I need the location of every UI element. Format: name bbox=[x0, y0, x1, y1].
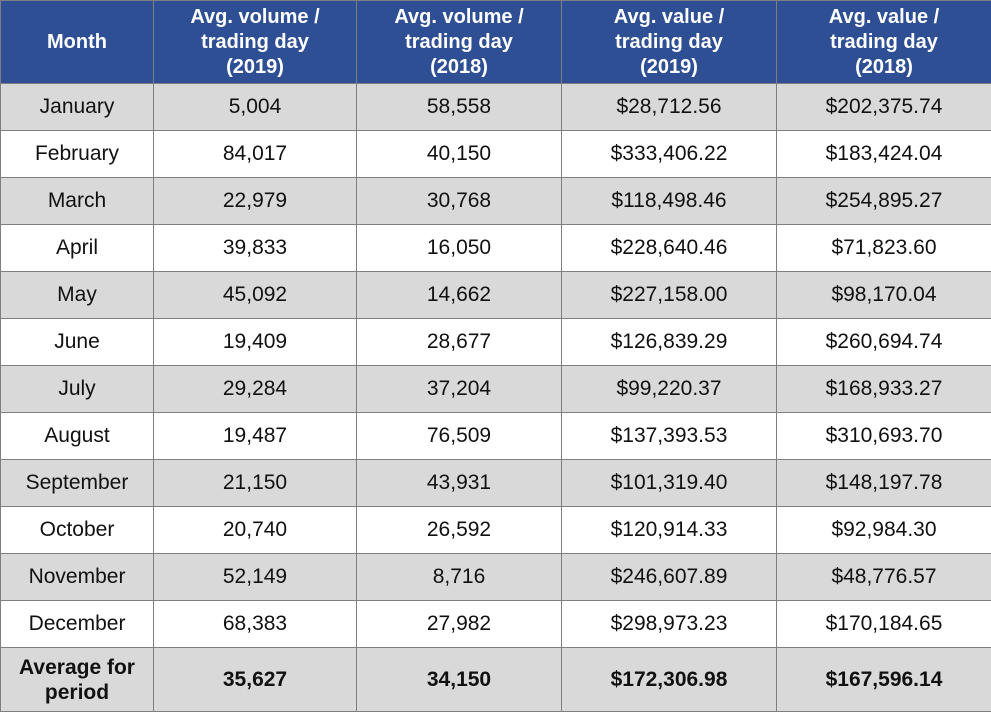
header-cell: Avg. volume / trading day (2019) bbox=[153, 0, 357, 84]
value-cell: 27,982 bbox=[356, 600, 562, 648]
table-row: October 20,740 26,592 $120,914.33 $92,984.30 bbox=[0, 506, 991, 554]
value-cell: 26,592 bbox=[356, 506, 562, 554]
value-cell: $183,424.04 bbox=[776, 130, 991, 178]
value-cell: 21,150 bbox=[153, 459, 357, 507]
header-cell: Avg. value / trading day (2019) bbox=[561, 0, 777, 84]
footer-text: Average for period bbox=[19, 655, 135, 704]
header-text: Avg. volume / trading day (2018) bbox=[394, 5, 524, 78]
value-cell: $92,984.30 bbox=[776, 506, 991, 554]
table-header: Month Avg. volume / trading day (2019) Avg… bbox=[0, 0, 991, 84]
month-cell: October bbox=[0, 506, 154, 554]
value-cell: 43,931 bbox=[356, 459, 562, 507]
value-cell: $168,933.27 bbox=[776, 365, 991, 413]
table-row: May 45,092 14,662 $227,158.00 $98,170.04 bbox=[0, 271, 991, 319]
header-cell: Month bbox=[0, 0, 154, 84]
value-cell: $202,375.74 bbox=[776, 83, 991, 131]
month-cell: April bbox=[0, 224, 154, 272]
value-cell: 45,092 bbox=[153, 271, 357, 319]
header-row: Month Avg. volume / trading day (2019) Avg… bbox=[0, 0, 991, 84]
header-cell: Avg. volume / trading day (2018) bbox=[356, 0, 562, 84]
value-cell: 58,558 bbox=[356, 83, 562, 131]
value-cell: $254,895.27 bbox=[776, 177, 991, 225]
value-cell: $98,170.04 bbox=[776, 271, 991, 319]
value-cell: $148,197.78 bbox=[776, 459, 991, 507]
footer-cell: $172,306.98 bbox=[561, 647, 777, 712]
table-footer: Average for period 35,627 34,150 $172,306.9… bbox=[0, 647, 991, 712]
value-cell: 29,284 bbox=[153, 365, 357, 413]
footer-text: 34,150 bbox=[426, 668, 492, 691]
table-row: November 52,149 8,716 $246,607.89 $48,776.57 bbox=[0, 553, 991, 601]
month-cell: December bbox=[0, 600, 154, 648]
value-cell: $118,498.46 bbox=[561, 177, 777, 225]
table-row: September 21,150 43,931 $101,319.40 $148,197… bbox=[0, 459, 991, 507]
value-cell: 19,409 bbox=[153, 318, 357, 366]
table-body: January 5,004 58,558 $28,712.56 $202,375.74 F… bbox=[0, 83, 991, 648]
value-cell: $170,184.65 bbox=[776, 600, 991, 648]
month-cell: July bbox=[0, 365, 154, 413]
value-cell: 84,017 bbox=[153, 130, 357, 178]
header-text: Month bbox=[47, 30, 107, 53]
month-cell: June bbox=[0, 318, 154, 366]
value-cell: $137,393.53 bbox=[561, 412, 777, 460]
value-cell: $48,776.57 bbox=[776, 553, 991, 601]
value-cell: $120,914.33 bbox=[561, 506, 777, 554]
table-row: June 19,409 28,677 $126,839.29 $260,694.74 bbox=[0, 318, 991, 366]
value-cell: $101,319.40 bbox=[561, 459, 777, 507]
value-cell: $99,220.37 bbox=[561, 365, 777, 413]
footer-row: Average for period 35,627 34,150 $172,306.9… bbox=[0, 647, 991, 712]
value-cell: $71,823.60 bbox=[776, 224, 991, 272]
value-cell: 39,833 bbox=[153, 224, 357, 272]
value-cell: 16,050 bbox=[356, 224, 562, 272]
value-cell: 8,716 bbox=[356, 553, 562, 601]
table-row: December 68,383 27,982 $298,973.23 $170,184.… bbox=[0, 600, 991, 648]
footer-cell: Average for period bbox=[0, 647, 154, 712]
footer-text: $167,596.14 bbox=[825, 668, 943, 691]
table-row: February 84,017 40,150 $333,406.22 $183,424.… bbox=[0, 130, 991, 178]
value-cell: 52,149 bbox=[153, 553, 357, 601]
table-row: April 39,833 16,050 $228,640.46 $71,823.60 bbox=[0, 224, 991, 272]
value-cell: $246,607.89 bbox=[561, 553, 777, 601]
table-row: July 29,284 37,204 $99,220.37 $168,933.27 bbox=[0, 365, 991, 413]
month-cell: September bbox=[0, 459, 154, 507]
table-row: January 5,004 58,558 $28,712.56 $202,375.74 bbox=[0, 83, 991, 131]
value-cell: 76,509 bbox=[356, 412, 562, 460]
month-cell: February bbox=[0, 130, 154, 178]
value-cell: $310,693.70 bbox=[776, 412, 991, 460]
table-row: March 22,979 30,768 $118,498.46 $254,895.27 bbox=[0, 177, 991, 225]
footer-text: $172,306.98 bbox=[610, 668, 728, 691]
footer-cell: $167,596.14 bbox=[776, 647, 991, 712]
value-cell: 30,768 bbox=[356, 177, 562, 225]
value-cell: 28,677 bbox=[356, 318, 562, 366]
header-text: Avg. value / trading day (2019) bbox=[613, 5, 725, 78]
month-cell: May bbox=[0, 271, 154, 319]
value-cell: 22,979 bbox=[153, 177, 357, 225]
footer-cell: 35,627 bbox=[153, 647, 357, 712]
value-cell: $28,712.56 bbox=[561, 83, 777, 131]
month-cell: January bbox=[0, 83, 154, 131]
value-cell: 14,662 bbox=[356, 271, 562, 319]
value-cell: $228,640.46 bbox=[561, 224, 777, 272]
value-cell: $227,158.00 bbox=[561, 271, 777, 319]
value-cell: $260,694.74 bbox=[776, 318, 991, 366]
value-cell: 20,740 bbox=[153, 506, 357, 554]
header-text: Avg. value / trading day (2018) bbox=[828, 5, 940, 78]
month-cell: November bbox=[0, 553, 154, 601]
month-cell: March bbox=[0, 177, 154, 225]
footer-cell: 34,150 bbox=[356, 647, 562, 712]
value-cell: 19,487 bbox=[153, 412, 357, 460]
header-text: Avg. volume / trading day (2019) bbox=[190, 5, 320, 78]
value-cell: $333,406.22 bbox=[561, 130, 777, 178]
month-cell: August bbox=[0, 412, 154, 460]
value-cell: 37,204 bbox=[356, 365, 562, 413]
header-cell: Avg. value / trading day (2018) bbox=[776, 0, 991, 84]
value-cell: 68,383 bbox=[153, 600, 357, 648]
footer-text: 35,627 bbox=[222, 668, 288, 691]
value-cell: 5,004 bbox=[153, 83, 357, 131]
table-row: August 19,487 76,509 $137,393.53 $310,693.70 bbox=[0, 412, 991, 460]
value-cell: 40,150 bbox=[356, 130, 562, 178]
value-cell: $298,973.23 bbox=[561, 600, 777, 648]
value-cell: $126,839.29 bbox=[561, 318, 777, 366]
